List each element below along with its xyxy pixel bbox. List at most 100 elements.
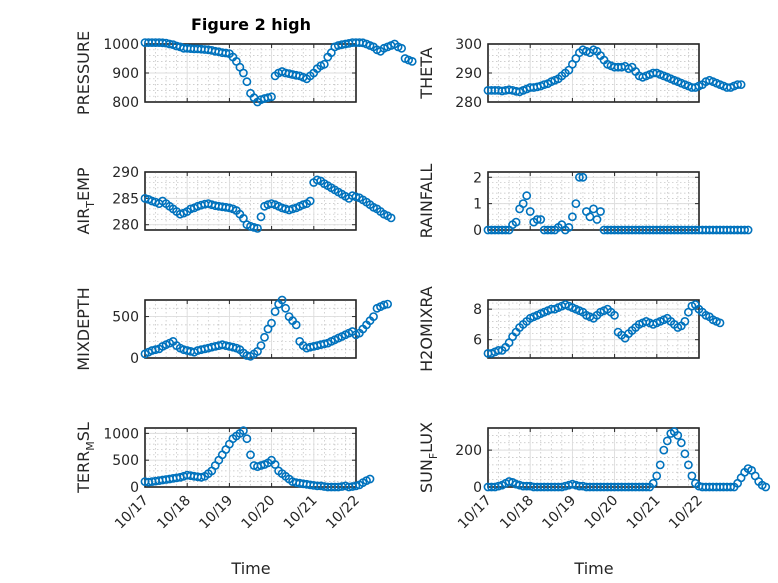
data-point [151,345,160,355]
y-tick-label: 285 [112,191,139,207]
data-point [277,295,287,305]
scatter-series [483,427,771,492]
x-tick-label: 10/18 [154,493,194,533]
data-point [585,212,595,222]
data-point [564,222,574,232]
y-tick-label: 200 [455,443,482,459]
data-point [196,472,206,482]
data-point [733,80,742,89]
data-point [263,93,273,103]
panel-3: 280 285 290 AIRTEMP [74,165,396,235]
data-point [575,172,584,182]
data-point [238,213,248,223]
data-point [494,481,503,491]
y-tick-label: 0 [473,480,482,496]
y-tick-label: 6 [473,333,482,349]
data-point [256,212,266,222]
data-point [641,482,651,492]
data-point [305,196,315,206]
y-tick-label: 500 [112,310,139,326]
scatter-series [140,295,392,361]
data-point [532,215,542,224]
data-point [571,199,581,208]
data-point [522,191,532,201]
data-point [256,341,266,350]
data-point [319,59,329,69]
data-point [652,471,662,481]
data-point [238,426,248,436]
data-point [501,225,510,235]
y-tick-label: 290 [455,66,482,82]
y-axis-label: TERRMSL [74,422,97,494]
y-axis-label: AIRTEMP [74,167,97,234]
x-tick-label: 10/20 [582,493,622,533]
data-point [242,77,252,87]
x-tick-label: 10/17 [112,493,152,533]
x-tick-label: 10/21 [624,493,664,533]
data-point [536,215,546,224]
figure-title: Figure 2 high [191,15,311,34]
axes-border [487,171,700,231]
y-tick-label: 0 [130,480,139,496]
data-point [680,449,690,459]
data-point [365,474,375,484]
data-point [648,478,658,488]
axes-border [487,299,700,359]
data-point [518,199,528,208]
data-point [761,482,771,492]
y-tick-label: 0 [473,223,482,239]
data-point [659,445,669,455]
data-point [610,310,619,320]
data-point [253,223,262,233]
data-point [369,312,378,321]
data-point [242,434,252,444]
y-axis-label: SUNFLUX [417,422,440,493]
panel-5: 0 500 MIXDEPTH [74,287,392,371]
data-point [260,332,269,342]
data-point [407,57,417,66]
y-tick-label: 800 [112,95,139,111]
y-tick-label: 2 [473,170,482,186]
data-point [676,438,686,448]
data-point [740,225,749,235]
x-tick-label: 10/22 [323,493,363,533]
y-axis-label: PRESSURE [74,31,93,115]
y-axis-label: THETA [417,47,436,99]
scatter-series [140,175,396,233]
data-point [726,482,735,492]
y-axis-label: MIXDEPTH [74,287,93,370]
x-axis-label-right: Time [573,559,613,578]
scatter-series [483,45,746,97]
panel-8: 0 200 10/17 10/18 10/19 10/20 10/21 10/22 SUNFLU… [417,422,771,533]
x-tick-label: 10/20 [239,493,279,533]
data-point [379,300,389,310]
data-point [525,207,535,216]
x-tick-label: 10/19 [539,493,579,533]
data-point [655,460,665,470]
panel-6: 6 8 H2OMIXRA [417,286,725,372]
panel-4: 0 1 2 RAINFALL [417,164,753,239]
scatter-series [483,300,725,358]
data-point [684,460,693,470]
data-point [494,345,503,355]
data-point [539,80,549,89]
x-axis-label-left: Time [230,559,270,578]
x-tick-label: 10/22 [666,493,706,533]
data-point [397,43,406,53]
x-tick-label: 10/17 [455,493,495,533]
panel-2: 280 290 300 THETA [417,37,746,111]
data-point [281,303,290,313]
data-point [687,471,697,481]
data-point [291,320,301,330]
data-point [715,318,725,328]
y-tick-label: 0 [130,351,139,367]
data-point [267,92,276,102]
scatter-series [483,172,753,235]
data-point [680,316,690,326]
data-point [511,217,521,227]
data-point [270,460,280,469]
data-point [383,299,392,309]
data-point [221,48,231,58]
y-tick-label: 280 [112,218,139,234]
